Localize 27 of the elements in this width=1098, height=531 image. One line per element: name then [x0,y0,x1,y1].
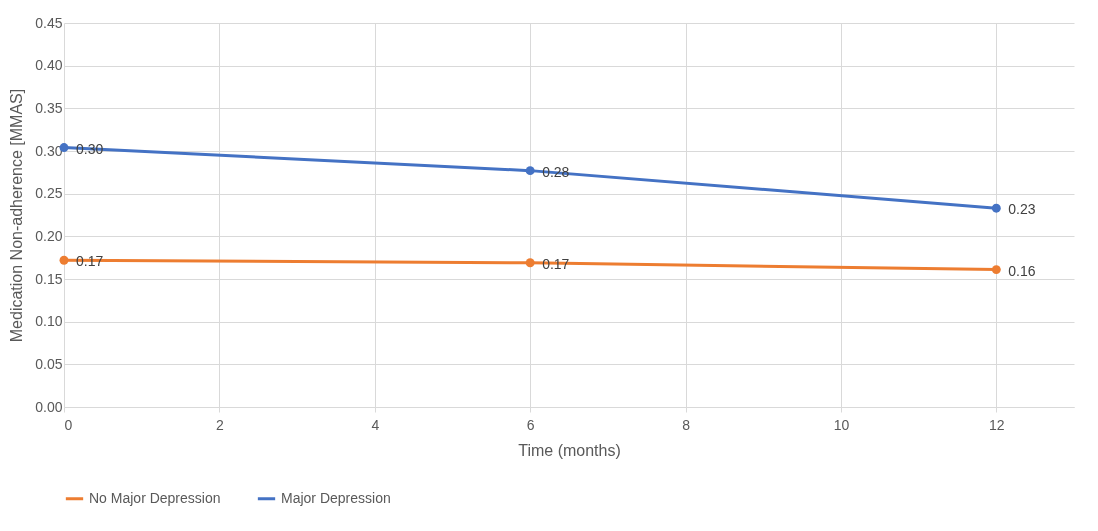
y-tick-label: 0.20 [35,227,63,244]
y-tick-label: 0.05 [35,355,63,372]
data-label: 0.23 [1008,201,1036,218]
data-label: 0.16 [1008,262,1036,279]
x-axis-title: Time (months) [518,441,621,459]
y-axis-title: Medication Non-adherence [MMAS] [8,88,26,343]
y-tick-label: 0.45 [35,14,63,31]
x-tick-label: 8 [682,416,691,433]
point [525,258,535,268]
x-tick-label: 0 [64,416,73,433]
legend-label: No Major Depression [89,489,221,506]
y-tick-label: 0.10 [35,313,63,330]
point [991,203,1001,213]
y-tick-label: 0.40 [35,57,63,74]
point [991,265,1001,275]
x-tick-label: 10 [833,416,850,433]
legend-label: Major Depression [281,489,391,506]
y-tick-label: 0.15 [35,270,63,287]
point [525,166,535,176]
point [59,255,69,265]
x-tick-label: 4 [371,416,380,433]
x-tick-label: 2 [215,416,224,433]
x-tick-label: 6 [526,416,535,433]
y-tick-label: 0.25 [35,185,63,202]
x-tick-label: 12 [989,416,1005,433]
y-tick-label: 0.00 [35,398,63,415]
y-tick-label: 0.35 [35,99,63,116]
